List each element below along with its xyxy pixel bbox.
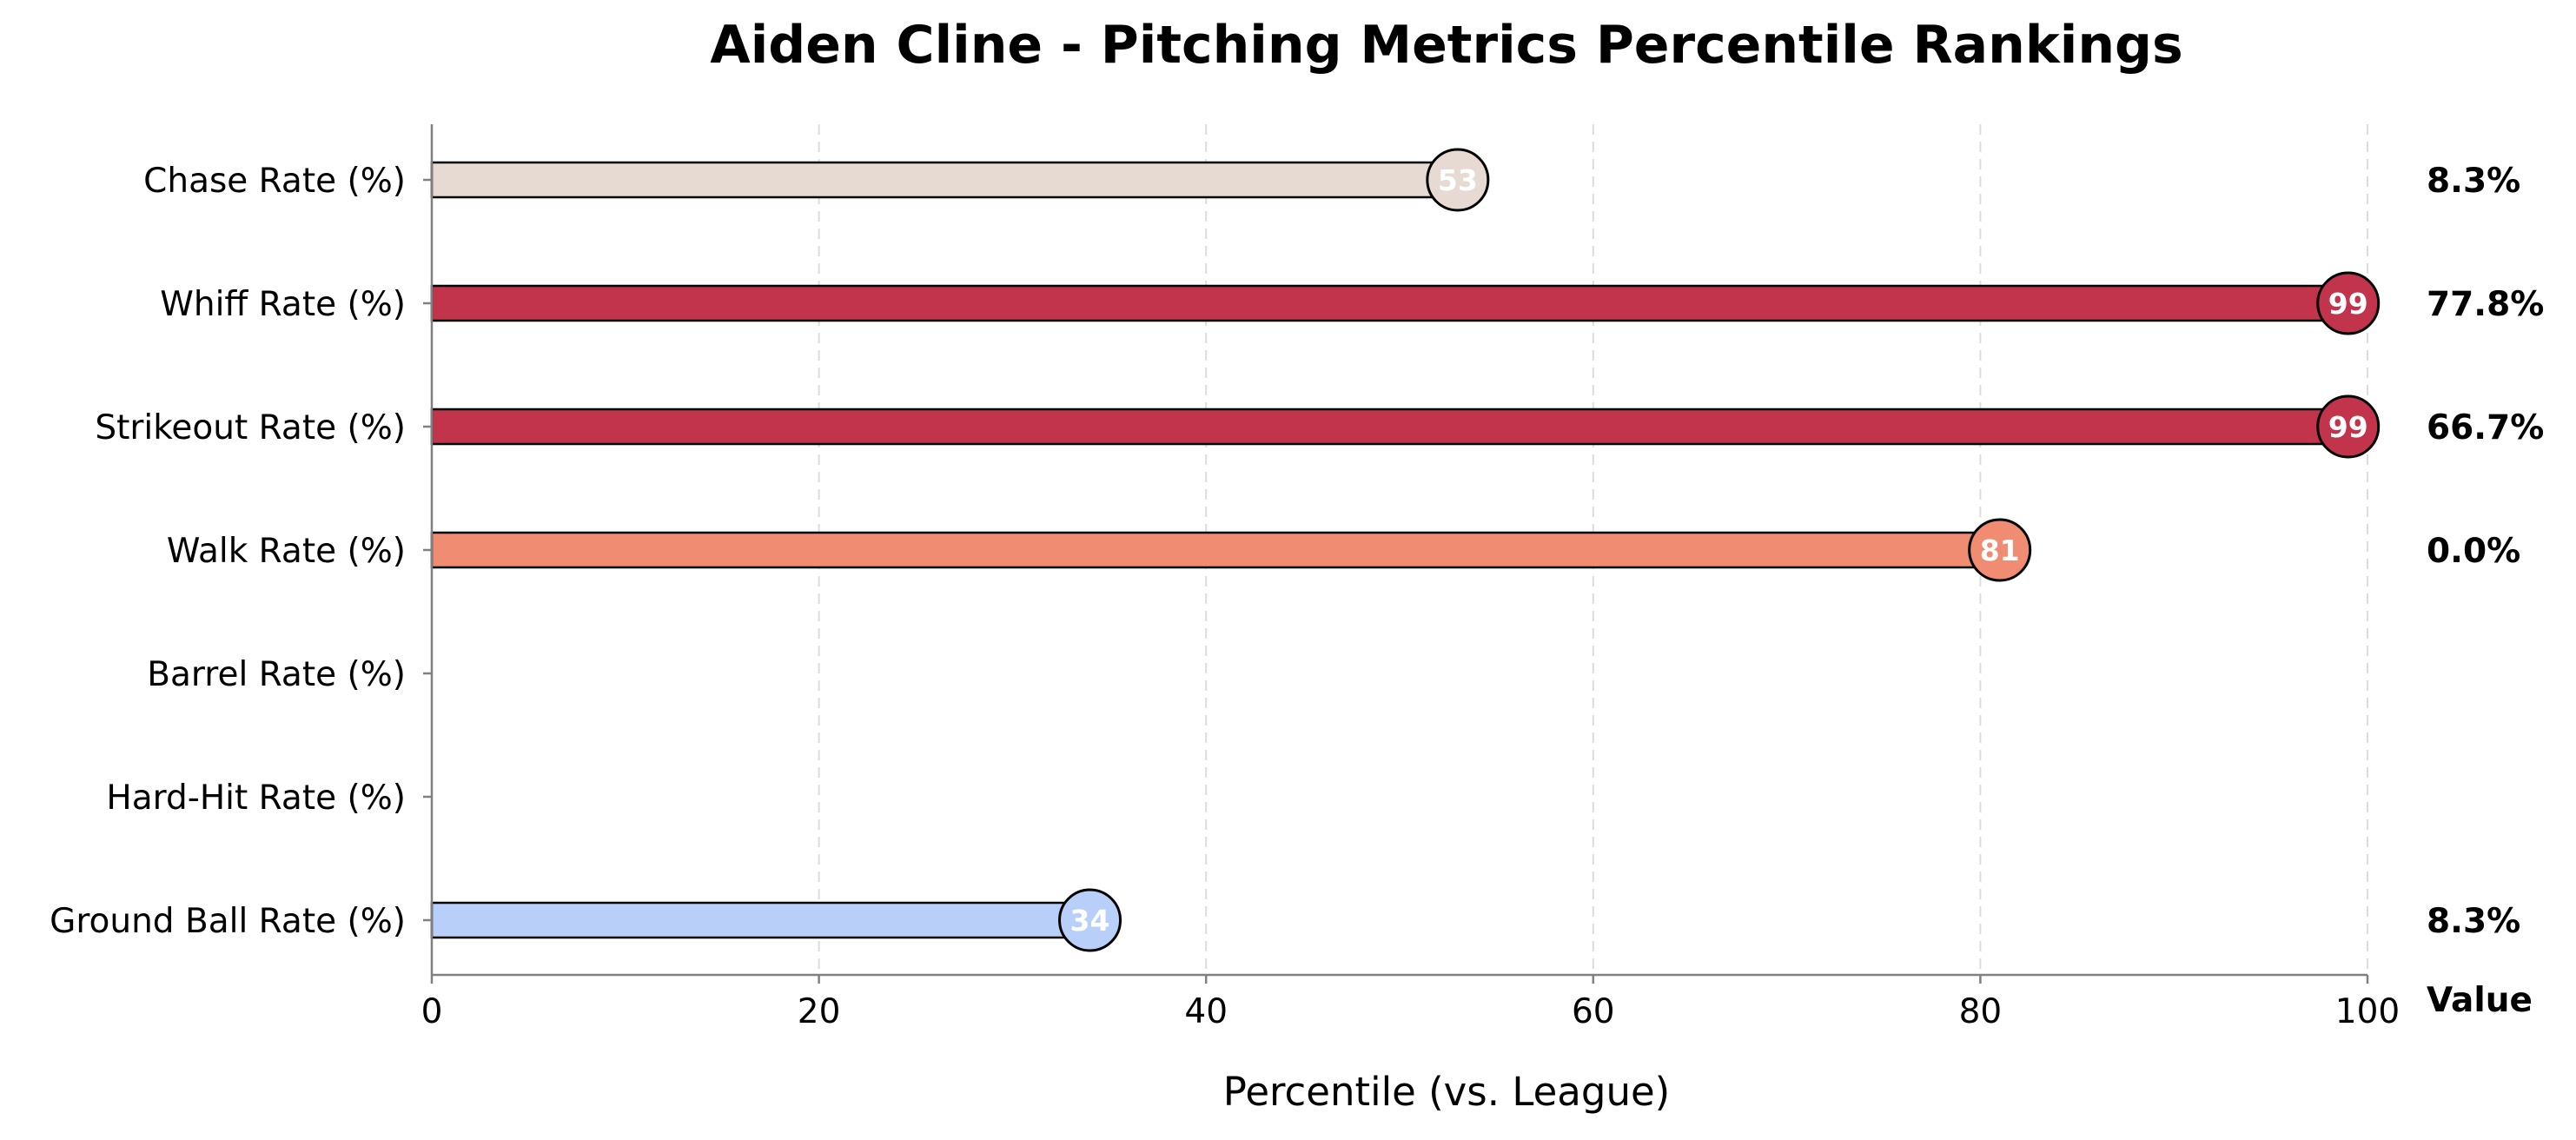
bars — [430, 161, 2349, 939]
value-label-2: 66.7% — [2427, 408, 2544, 447]
category-label-5: Hard-Hit Rate (%) — [106, 779, 406, 818]
chart-title: Aiden Cline - Pitching Metrics Percentil… — [710, 15, 2182, 76]
category-label-4: Barrel Rate (%) — [147, 655, 406, 694]
x-tick-label-3: 60 — [1572, 992, 1615, 1031]
percentile-marker-2 — [2316, 394, 2381, 459]
bar-2 — [430, 408, 2349, 446]
x-tick-label-4: 80 — [1959, 992, 2003, 1031]
percentile-label-2: 99 — [2328, 410, 2368, 444]
x-tick-label-1: 20 — [798, 992, 841, 1031]
category-label-2: Strikeout Rate (%) — [95, 408, 406, 447]
x-tick-label-5: 100 — [2335, 992, 2400, 1031]
value-label-3: 0.0% — [2427, 532, 2520, 571]
percentile-label-6: 34 — [1070, 904, 1110, 938]
value-label-6: 8.3% — [2427, 902, 2520, 941]
x-tick-label-2: 40 — [1184, 992, 1228, 1031]
category-label-6: Ground Ball Rate (%) — [50, 902, 406, 941]
percentile-marker-6 — [1058, 888, 1122, 952]
bar-1 — [430, 284, 2349, 322]
x-ticks: 0 20 40 60 80 100 — [421, 975, 2400, 1031]
bar-3 — [430, 531, 2001, 569]
category-label-0: Chase Rate (%) — [143, 162, 406, 201]
value-label-0: 8.3% — [2427, 162, 2520, 201]
axes — [423, 124, 2367, 977]
percentile-marker-0 — [1426, 148, 1490, 212]
percentile-marker-1 — [2316, 271, 2381, 335]
percentile-label-0: 53 — [1438, 163, 1478, 197]
bar-0 — [430, 161, 1460, 199]
value-column-header: Value — [2427, 981, 2533, 1020]
x-tick-label-0: 0 — [421, 992, 443, 1031]
percentile-marker-3 — [1968, 518, 2032, 582]
percentile-label-1: 99 — [2328, 287, 2368, 321]
category-label-1: Whiff Rate (%) — [160, 285, 406, 324]
bar-6 — [430, 901, 1091, 939]
value-labels: 8.3% 77.8% 66.7% 0.0% 8.3% — [2427, 162, 2544, 941]
category-label-3: Walk Rate (%) — [167, 532, 406, 571]
category-labels: Chase Rate (%) Whiff Rate (%) Strikeout Ra… — [50, 162, 406, 941]
percentile-markers: 53 99 99 81 34 — [1058, 148, 2381, 952]
percentile-label-3: 81 — [1980, 534, 2020, 567]
x-axis-label: Percentile (vs. League) — [1223, 1069, 1670, 1115]
value-label-1: 77.8% — [2427, 285, 2544, 324]
